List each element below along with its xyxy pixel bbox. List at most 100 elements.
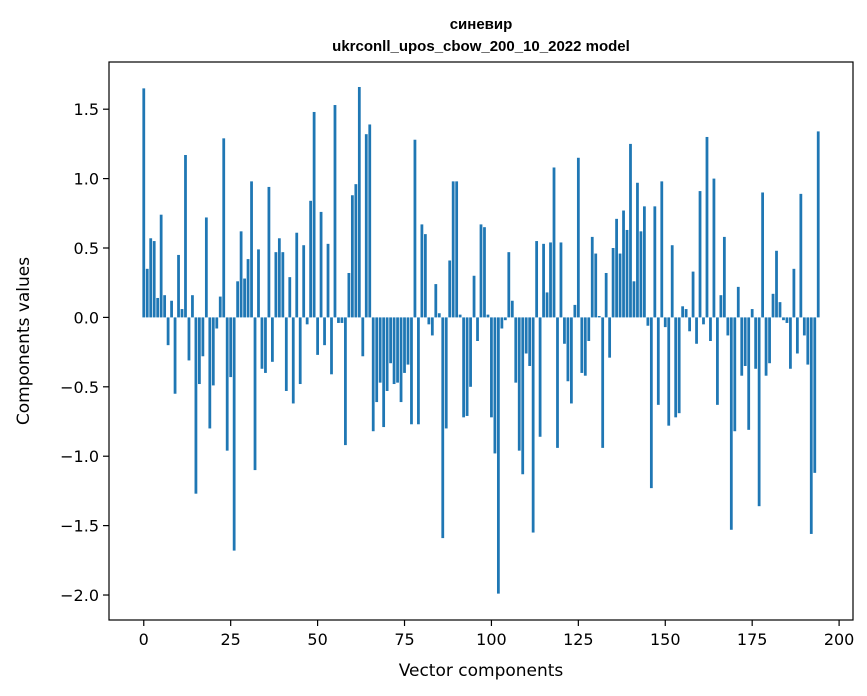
bar xyxy=(528,317,532,366)
bar xyxy=(271,317,274,362)
bar xyxy=(521,317,525,475)
bar xyxy=(486,314,490,318)
bar xyxy=(597,316,601,318)
bar xyxy=(204,217,208,318)
bar xyxy=(399,317,403,403)
bar xyxy=(281,252,285,318)
y-tick-label: −1.5 xyxy=(60,517,99,536)
bar xyxy=(427,317,431,325)
bar xyxy=(382,317,386,428)
bar xyxy=(211,317,215,386)
bar xyxy=(156,297,160,318)
bar xyxy=(284,317,288,391)
bar xyxy=(232,317,236,551)
bar xyxy=(639,231,643,318)
y-tick-label: 1.5 xyxy=(74,100,99,119)
bar xyxy=(684,309,688,318)
bar xyxy=(691,271,695,318)
bar xyxy=(615,218,618,318)
bar xyxy=(344,317,347,446)
bar xyxy=(743,317,747,366)
y-axis: −2.0 −1.5 −1.0 −0.5 0.0 0.5 1.0 1.5 xyxy=(60,100,109,605)
bar xyxy=(430,317,434,336)
bar xyxy=(608,317,612,358)
bar xyxy=(559,242,563,318)
bar xyxy=(604,272,608,318)
x-tick-label: 25 xyxy=(221,630,241,649)
bar xyxy=(354,184,358,318)
bar xyxy=(719,295,723,318)
bar xyxy=(180,309,184,318)
bar xyxy=(580,317,584,373)
bar xyxy=(590,236,594,318)
bar xyxy=(736,286,740,318)
bar xyxy=(656,317,660,405)
bar xyxy=(184,155,187,318)
bar xyxy=(177,254,180,318)
bar xyxy=(549,242,552,318)
bar xyxy=(660,181,664,318)
y-tick-label: 1.0 xyxy=(74,170,99,189)
y-axis-label: Components values xyxy=(14,257,34,425)
bar xyxy=(333,105,337,318)
bar xyxy=(775,250,778,318)
bar xyxy=(809,317,813,534)
bar xyxy=(490,317,493,418)
bar xyxy=(448,260,452,318)
bar xyxy=(357,86,361,318)
bar xyxy=(145,268,149,318)
bar xyxy=(417,317,420,425)
bar xyxy=(771,293,775,318)
bar xyxy=(361,317,365,357)
bar xyxy=(785,317,789,323)
bar xyxy=(688,317,691,332)
x-axis-label: Vector components xyxy=(399,661,564,681)
bar xyxy=(587,317,591,341)
bar xyxy=(802,317,806,336)
bar xyxy=(441,317,445,539)
bar xyxy=(517,317,521,451)
bar xyxy=(789,317,792,369)
bar xyxy=(698,191,702,318)
y-tick-label: −0.5 xyxy=(60,378,99,397)
x-tick-label: 150 xyxy=(650,630,681,649)
bar xyxy=(764,317,768,376)
bar xyxy=(653,206,657,318)
x-tick-label: 75 xyxy=(394,630,414,649)
bar xyxy=(570,317,573,404)
x-tick-label: 200 xyxy=(824,630,855,649)
x-tick-label: 100 xyxy=(476,630,507,649)
bar xyxy=(695,317,698,344)
bar xyxy=(194,317,198,494)
bar xyxy=(500,317,504,329)
bar xyxy=(462,317,466,418)
bar xyxy=(782,317,785,321)
bar xyxy=(469,317,472,387)
x-tick-label: 175 xyxy=(737,630,768,649)
bar xyxy=(556,317,559,448)
bar xyxy=(191,295,194,318)
bar xyxy=(236,281,240,318)
bar xyxy=(483,227,486,318)
bar xyxy=(709,317,712,341)
bar xyxy=(288,277,292,318)
x-tick-label: 125 xyxy=(563,630,594,649)
bar xyxy=(625,229,629,318)
bar xyxy=(403,317,406,373)
bar xyxy=(243,278,246,318)
bar xyxy=(465,317,469,416)
bar xyxy=(264,317,267,373)
bar xyxy=(319,211,323,318)
bar xyxy=(295,232,299,318)
bar xyxy=(768,317,771,364)
bar xyxy=(507,252,511,318)
bar xyxy=(750,309,754,318)
bar xyxy=(799,193,803,318)
bar xyxy=(761,192,764,318)
bar xyxy=(385,317,389,391)
bar xyxy=(312,111,316,318)
bar xyxy=(215,317,219,329)
bar xyxy=(632,281,636,318)
bar xyxy=(663,317,667,328)
bar xyxy=(472,275,476,318)
